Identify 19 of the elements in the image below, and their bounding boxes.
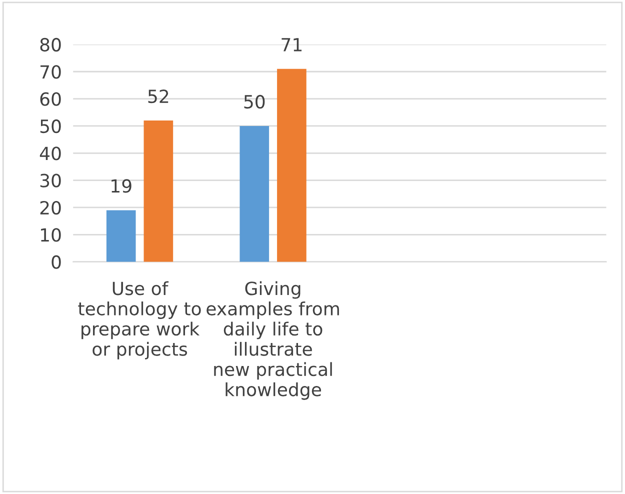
data-label: 71 [282,38,302,52]
bar [144,120,174,262]
y-tick-label: 60 [40,92,61,106]
x-tick-label: Giving examples from daily life to illustrate new practical knowledge [206,281,339,400]
y-tick-label: 50 [40,119,61,134]
y-tick-label: 80 [40,38,61,52]
data-label: 19 [112,179,132,193]
y-tick-label: 70 [40,65,61,79]
x-tick-label: Use of technology to prepare work or projects [78,281,201,360]
y-tick-label: 10 [41,228,61,242]
y-tick-label: 20 [40,200,61,215]
data-label: 52 [148,89,168,104]
bar [106,210,136,262]
y-tick-label: 40 [40,146,61,160]
data-label: 50 [244,94,265,109]
bar [277,68,306,262]
y-tick-label: 30 [40,174,61,188]
y-tick-label: 0 [52,255,61,269]
bar [240,126,270,262]
